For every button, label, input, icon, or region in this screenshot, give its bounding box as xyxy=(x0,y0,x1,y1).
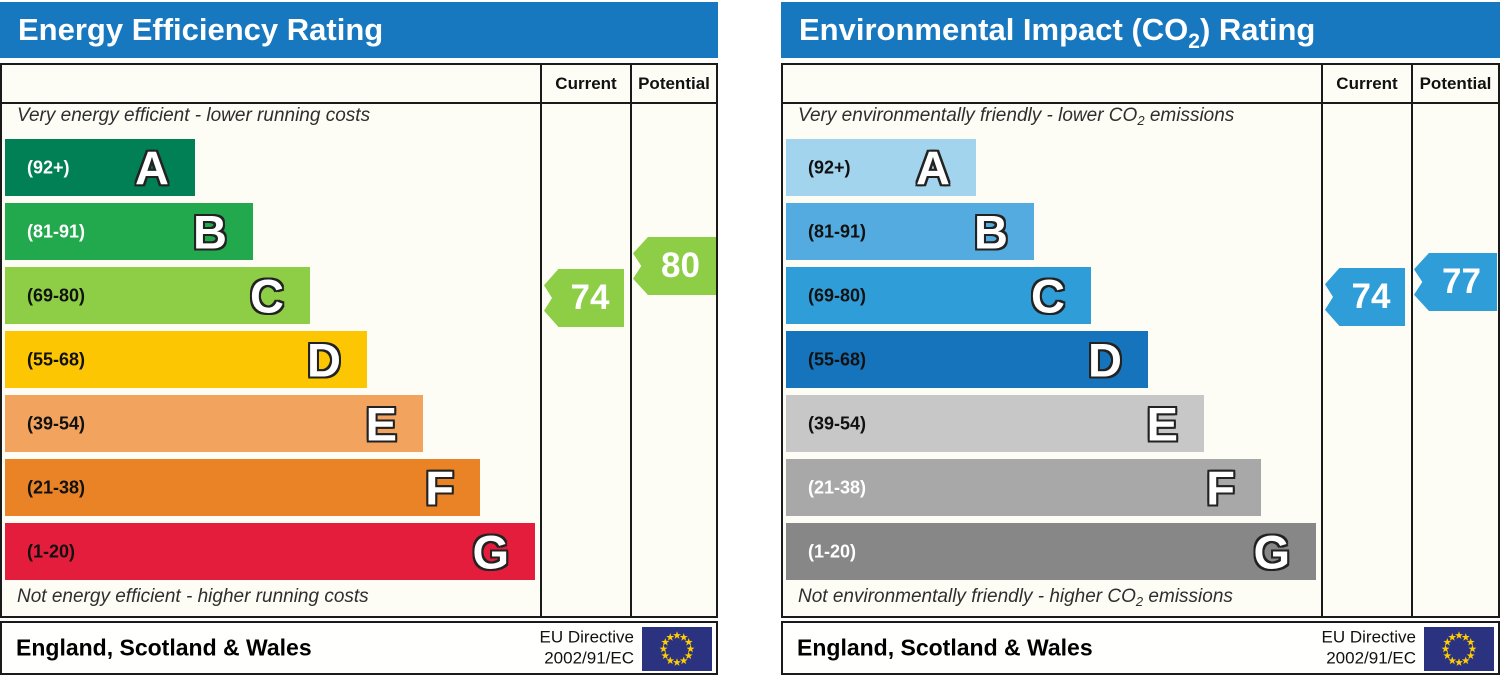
region-label: England, Scotland & Wales xyxy=(797,634,1093,661)
eu-directive-line2: 2002/91/EC xyxy=(544,648,634,667)
eu-flag-icon xyxy=(1424,627,1494,671)
potential-rating-arrow: 77 xyxy=(1414,253,1497,311)
band-score-range: (69-80) xyxy=(808,285,867,305)
caption-text: Not environmentally friendly - higher CO xyxy=(798,586,1136,607)
band-score-range: (92+) xyxy=(27,157,70,177)
header-row-divider xyxy=(2,102,716,104)
title-text: Energy Efficiency Rating xyxy=(18,12,384,47)
title-subscript: 2 xyxy=(1188,30,1200,53)
band-c: (69-80) C xyxy=(786,267,1091,324)
top-caption: Very energy efficient - lower running co… xyxy=(17,105,370,128)
potential-column-header: Potential xyxy=(1419,73,1492,93)
caption-subscript: 2 xyxy=(1137,113,1145,128)
current-rating-arrow: 74 xyxy=(544,269,624,327)
current-rating-value: 74 xyxy=(1351,277,1391,316)
caption-text: Very energy efficient - lower running co… xyxy=(17,105,371,126)
potential-rating-value: 80 xyxy=(661,246,700,285)
current-rating-arrow: 74 xyxy=(1325,268,1405,326)
title-text-suffix: ) Rating xyxy=(1199,12,1316,47)
potential-column-divider xyxy=(1411,65,1413,616)
band-score-range: (55-68) xyxy=(808,349,867,369)
band-score-range: (39-54) xyxy=(27,413,86,433)
band-a: (92+) A xyxy=(5,139,195,196)
eu-directive-line2: 2002/91/EC xyxy=(1326,648,1416,667)
current-rating-value: 74 xyxy=(570,278,610,317)
band-e: (39-54) E xyxy=(786,395,1204,452)
band-letter: F xyxy=(1206,461,1235,514)
band-f: (21-38) F xyxy=(5,459,480,516)
band-letter: F xyxy=(425,461,454,514)
band-score-range: (81-91) xyxy=(27,221,86,241)
current-column-divider xyxy=(540,65,542,616)
band-score-range: (21-38) xyxy=(808,477,867,497)
energy-efficiency-title: Energy Efficiency Rating xyxy=(0,2,718,58)
eu-directive-line1: EU Directive xyxy=(539,627,634,647)
band-letter: G xyxy=(1253,525,1290,578)
band-f: (21-38) F xyxy=(786,459,1261,516)
co2-rating-chart: Current Potential Very environmentally f… xyxy=(781,63,1500,618)
band-score-range: (69-80) xyxy=(27,285,86,305)
band-letter: D xyxy=(307,333,341,386)
potential-rating-value: 77 xyxy=(1442,262,1481,301)
energy-efficiency-panel: Energy Efficiency Rating Current Potenti… xyxy=(0,0,718,675)
current-column-header: Current xyxy=(1336,73,1398,93)
current-column-divider xyxy=(1321,65,1323,616)
potential-column-header: Potential xyxy=(638,73,710,93)
band-letter: A xyxy=(135,141,169,194)
potential-column-divider xyxy=(630,65,632,616)
region-label: England, Scotland & Wales xyxy=(16,634,312,661)
eu-flag-icon xyxy=(642,627,712,671)
caption-text-suffix: emissions xyxy=(1143,586,1233,607)
band-letter: E xyxy=(365,397,397,450)
band-g: (1-20) G xyxy=(786,523,1316,580)
header-row-divider xyxy=(783,102,1498,104)
band-score-range: (1-20) xyxy=(808,541,857,561)
energy-rating-chart: Current Potential Very energy efficient … xyxy=(0,63,718,618)
eu-directive-label: EU Directive 2002/91/EC xyxy=(1322,627,1416,668)
environmental-impact-title: Environmental Impact (CO2) Rating xyxy=(781,2,1500,58)
band-d: (55-68) D xyxy=(786,331,1148,388)
eu-directive-label: EU Directive 2002/91/EC xyxy=(540,627,634,668)
band-c: (69-80) C xyxy=(5,267,310,324)
band-score-range: (39-54) xyxy=(808,413,867,433)
band-e: (39-54) E xyxy=(5,395,423,452)
panel-footer: England, Scotland & Wales EU Directive 2… xyxy=(781,621,1500,675)
caption-text: Very environmentally friendly - lower CO xyxy=(798,105,1138,126)
panel-footer: England, Scotland & Wales EU Directive 2… xyxy=(0,621,718,675)
caption-subscript: 2 xyxy=(1135,594,1144,609)
band-score-range: (92+) xyxy=(808,157,851,177)
band-letter: A xyxy=(916,141,950,194)
caption-text: Not energy efficient - higher running co… xyxy=(17,586,369,607)
band-letter: B xyxy=(193,205,227,258)
band-score-range: (1-20) xyxy=(27,541,76,561)
current-column-header: Current xyxy=(555,73,617,93)
caption-text-suffix: emissions xyxy=(1144,105,1235,126)
band-letter: C xyxy=(250,269,284,322)
band-b: (81-91) B xyxy=(786,203,1034,260)
band-letter: C xyxy=(1031,269,1065,322)
band-score-range: (21-38) xyxy=(27,477,86,497)
band-a: (92+) A xyxy=(786,139,976,196)
band-g: (1-20) G xyxy=(5,523,535,580)
band-d: (55-68) D xyxy=(5,331,367,388)
environmental-impact-panel: Environmental Impact (CO2) Rating Curren… xyxy=(781,0,1500,675)
band-b: (81-91) B xyxy=(5,203,253,260)
band-score-range: (55-68) xyxy=(27,349,86,369)
bottom-caption: Not environmentally friendly - higher CO… xyxy=(798,586,1233,609)
band-letter: E xyxy=(1146,397,1178,450)
potential-rating-arrow: 80 xyxy=(633,237,716,295)
bottom-caption: Not energy efficient - higher running co… xyxy=(17,586,369,609)
eu-directive-line1: EU Directive xyxy=(1321,627,1416,647)
band-letter: D xyxy=(1088,333,1122,386)
band-letter: B xyxy=(974,205,1008,258)
top-caption: Very environmentally friendly - lower CO… xyxy=(798,105,1234,128)
band-letter: G xyxy=(472,525,509,578)
band-score-range: (81-91) xyxy=(808,221,867,241)
title-text: Environmental Impact (CO xyxy=(799,12,1189,47)
